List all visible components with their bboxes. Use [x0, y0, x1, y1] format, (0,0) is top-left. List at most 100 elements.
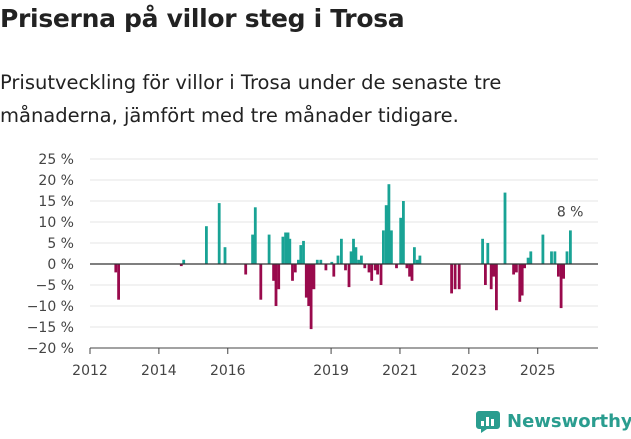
bar [450, 264, 453, 294]
bar [408, 264, 411, 277]
y-tick-label: −10 % [27, 299, 74, 315]
bar [291, 264, 294, 281]
y-tick-label: 10 % [38, 215, 74, 231]
bar [244, 264, 248, 275]
bar [492, 264, 495, 277]
bar [569, 230, 572, 264]
bar [515, 264, 518, 273]
bar [379, 264, 383, 285]
bar [315, 259, 319, 264]
bar [557, 264, 560, 277]
y-tick-label: −15 % [27, 320, 74, 336]
y-tick-label: −20 % [27, 341, 74, 357]
bar [336, 255, 340, 264]
bar [481, 238, 484, 264]
bar [376, 264, 379, 275]
bar [274, 264, 278, 306]
x-tick-label: 2016 [210, 363, 246, 379]
bar [529, 251, 533, 264]
bar [363, 264, 367, 269]
y-tick-label: 20 % [38, 173, 74, 189]
bar [390, 230, 393, 264]
bar [217, 203, 221, 264]
bar [523, 264, 526, 269]
chart-title: Priserna på villor steg i Trosa [0, 4, 405, 33]
bar [541, 234, 545, 264]
bar [349, 251, 353, 264]
bar [354, 247, 358, 264]
bar [284, 232, 287, 264]
x-tick-label: 2025 [520, 363, 556, 379]
y-tick-label: 25 % [38, 152, 74, 168]
gridlines [90, 158, 598, 349]
bar [340, 238, 343, 264]
last-value-annotation: 8 % [557, 204, 584, 220]
bar [559, 264, 563, 309]
bar [267, 234, 271, 264]
bar [344, 264, 347, 271]
bar [486, 243, 490, 264]
bar [457, 264, 461, 290]
bar [382, 230, 385, 264]
bar [324, 264, 328, 271]
bar [387, 184, 391, 264]
bar [484, 264, 487, 285]
bar [418, 255, 422, 264]
bar [251, 234, 254, 264]
bar [205, 226, 208, 264]
bar [413, 247, 416, 264]
y-tick-label: 0 % [47, 257, 74, 273]
bar [526, 257, 530, 264]
bar [272, 264, 275, 281]
bar [405, 264, 409, 269]
bar [520, 264, 524, 296]
bar [370, 264, 374, 281]
x-tick-label: 2023 [451, 363, 487, 379]
bar [288, 238, 292, 264]
bar [360, 255, 363, 264]
bar [304, 264, 308, 298]
bar [489, 264, 493, 290]
bar [259, 264, 263, 300]
y-axis: −20 % −15 % −10 % −5 % 0 % 5 % 10 % 15 % 20 % 25 … [27, 152, 74, 357]
x-tick-label: 2021 [382, 363, 418, 379]
bar [373, 264, 377, 271]
bar [399, 217, 403, 264]
bar [550, 251, 553, 264]
bar [495, 264, 498, 311]
bar [319, 259, 323, 264]
chart-subtitle: Prisutveckling för villor i Trosa under … [0, 71, 502, 127]
bar [182, 259, 186, 264]
y-tick-label: 5 % [47, 236, 74, 252]
bar [347, 264, 351, 288]
bar [312, 264, 316, 290]
x-tick-label: 2019 [313, 363, 349, 379]
bar [410, 264, 414, 281]
bar [395, 264, 398, 269]
newsworthy-logo: Newsworthy [475, 408, 631, 434]
bar [179, 264, 183, 267]
bar [309, 264, 313, 330]
bar [503, 192, 507, 264]
bar [367, 264, 371, 273]
bar [286, 232, 290, 264]
bar [293, 264, 297, 273]
bar [415, 259, 419, 264]
newsworthy-logo-icon [476, 411, 500, 433]
bar [281, 236, 285, 264]
bar [453, 264, 457, 290]
bar [117, 264, 120, 300]
bar [562, 264, 565, 279]
bar [357, 259, 360, 264]
x-tick-label: 2014 [141, 363, 177, 379]
bar [352, 238, 355, 264]
bar [114, 264, 118, 273]
x-tick-label: 2012 [72, 363, 108, 379]
y-tick-label: −5 % [36, 278, 74, 294]
y-tick-label: 15 % [38, 194, 74, 210]
bar [223, 247, 227, 264]
bar [553, 251, 557, 264]
x-axis: 2012 2014 2016 2019 2021 2023 2025 [72, 347, 598, 379]
bar [253, 207, 257, 264]
